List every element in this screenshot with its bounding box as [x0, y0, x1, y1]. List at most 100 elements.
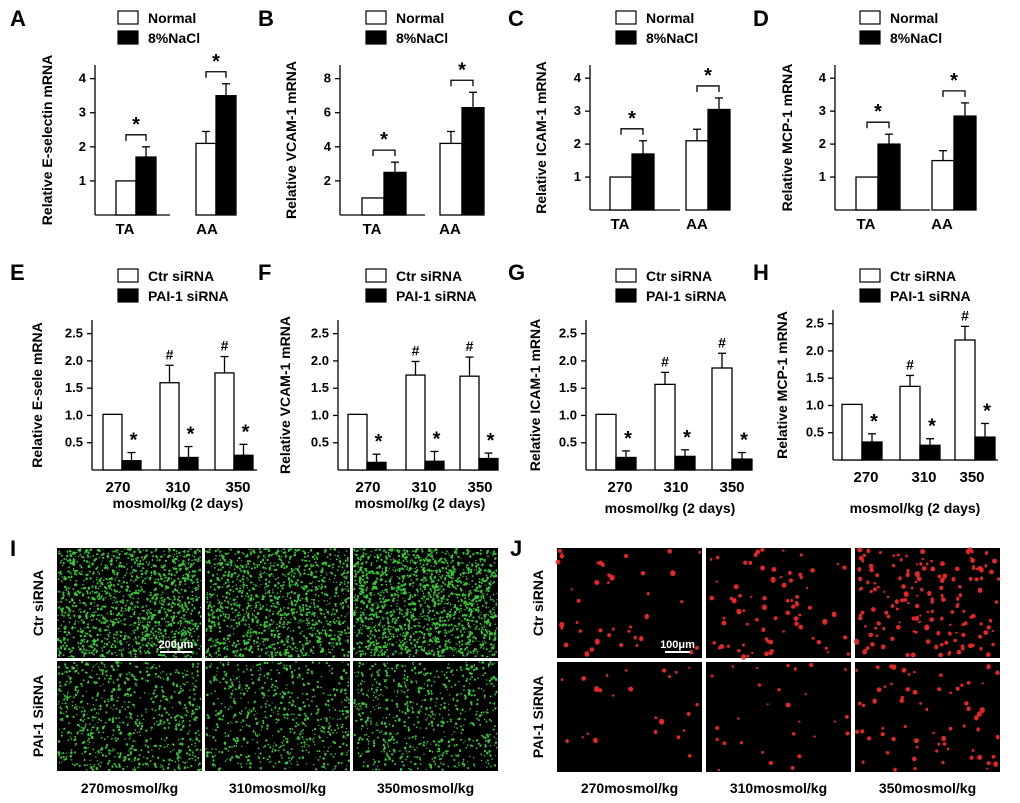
bar [478, 457, 499, 471]
bar [615, 456, 637, 471]
bar [459, 375, 480, 471]
bar [178, 456, 199, 471]
legend-swatch [117, 268, 139, 283]
bar [115, 180, 137, 216]
panel-letter: E [10, 260, 25, 285]
x-axis-label: mosmol/kg (2 days) [355, 495, 486, 511]
image-panel-i: I Ctr siRNA PAI-1 SiRNA 200μm 270mosmol/kg 31… [10, 536, 498, 796]
micrograph-tile [855, 662, 1000, 772]
y-axis-label: Relative MCP-1 mRNA [774, 311, 790, 459]
panel-letter: B [258, 6, 274, 31]
significance-star: * [433, 428, 441, 450]
bar [159, 382, 180, 471]
chart-panel-d: D 1 2 3 4 Relative MCP-1 mRNA Normal 8%NaCl TA AA… [753, 6, 977, 233]
legend-label: Ctr siRNA [890, 268, 956, 284]
y-tick-label: 1.5 [559, 380, 577, 395]
significance-star: * [132, 114, 140, 136]
bar [215, 95, 237, 216]
panel-letter: C [508, 6, 524, 31]
y-tick-label: 2.0 [65, 353, 83, 368]
chart-panel-g: G 0.5 1.0 1.5 2.0 2.5 Relative ICAM-1 mRNA Ctr … [508, 260, 753, 516]
x-category-label: 270 [853, 469, 878, 486]
y-tick-label: 0.5 [65, 435, 83, 450]
micrograph-tile [352, 547, 498, 658]
y-tick-label: 4 [819, 70, 827, 85]
micrograph-tile [555, 548, 702, 658]
x-category-label: AA [196, 221, 218, 238]
significance-star: * [487, 430, 495, 452]
legend-label: Ctr siRNA [646, 268, 712, 284]
bar [841, 403, 863, 461]
bar [405, 374, 426, 471]
panel-letter: I [10, 536, 16, 561]
significance-star: * [928, 416, 936, 438]
significance-star: * [187, 424, 195, 446]
y-tick-label: 2.0 [311, 353, 329, 368]
panel-letter: D [753, 6, 769, 31]
significance-star: * [874, 101, 882, 123]
legend-swatch [117, 30, 139, 45]
panel-letter: F [258, 260, 271, 285]
micrograph-tile [706, 662, 851, 772]
significance-star: * [242, 421, 250, 443]
cell-dots [205, 547, 351, 659]
bar [974, 436, 996, 461]
legend-swatch [859, 288, 881, 303]
legend-swatch [615, 30, 637, 45]
x-category-label: 270 [355, 479, 380, 496]
panel-letter: A [10, 6, 26, 31]
bar [711, 367, 733, 471]
image-column-label: 310mosmol/kg [229, 780, 326, 796]
legend-swatch [365, 268, 387, 283]
y-axis-label: Relative MCP-1 mRNA [779, 64, 795, 212]
bar [899, 385, 921, 461]
significance-star: * [983, 400, 991, 422]
significance-star: * [624, 428, 632, 450]
y-tick-label: 2 [324, 173, 331, 188]
legend-label: 8%NaCl [646, 30, 698, 46]
x-axis-label: mosmol/kg (2 days) [850, 500, 981, 516]
micrograph-background [57, 661, 202, 771]
significance-hash: # [961, 307, 969, 323]
y-tick-label: 4 [574, 70, 582, 85]
y-tick-label: 1.0 [806, 397, 824, 412]
y-tick-label: 3 [819, 103, 826, 118]
x-category-label: 350 [959, 469, 984, 486]
significance-hash: # [466, 338, 474, 354]
significance-star: * [130, 430, 138, 452]
legend-swatch [117, 288, 139, 303]
comparison-bracket [866, 121, 890, 129]
scale-bar-label: 200μm [159, 639, 194, 651]
x-category-label: AA [931, 216, 953, 233]
legend-label: 8%NaCl [890, 30, 942, 46]
legend-label: Normal [646, 10, 694, 26]
bar [685, 140, 709, 211]
micrograph-background [706, 662, 851, 772]
y-tick-label: 4 [324, 139, 332, 154]
legend-label: Ctr siRNA [148, 268, 214, 284]
bar [674, 455, 696, 471]
y-tick-label: 2 [79, 139, 86, 154]
legend-swatch [615, 288, 637, 303]
significance-star: * [212, 51, 220, 73]
bar [731, 458, 753, 471]
x-category-label: 310 [663, 479, 688, 496]
image-row-label: Ctr siRNA [30, 570, 46, 636]
legend-swatch [615, 268, 637, 283]
significance-hash: # [412, 342, 420, 358]
y-tick-label: 2.0 [806, 343, 824, 358]
bar [195, 142, 217, 216]
y-tick-label: 6 [324, 105, 331, 120]
micrograph-background [557, 662, 702, 772]
bar [953, 115, 977, 211]
bar [424, 460, 445, 471]
comparison-bracket [450, 79, 474, 87]
comparison-bracket [125, 134, 147, 141]
chart-panel-a: A 1 2 3 4 Relative E-selectin mRNA Normal 8%NaC… [10, 6, 237, 238]
micrograph-tile [353, 661, 498, 771]
cell-dots [560, 666, 699, 758]
significance-hash: # [661, 353, 669, 369]
legend-swatch [859, 30, 881, 45]
bar [654, 383, 676, 471]
